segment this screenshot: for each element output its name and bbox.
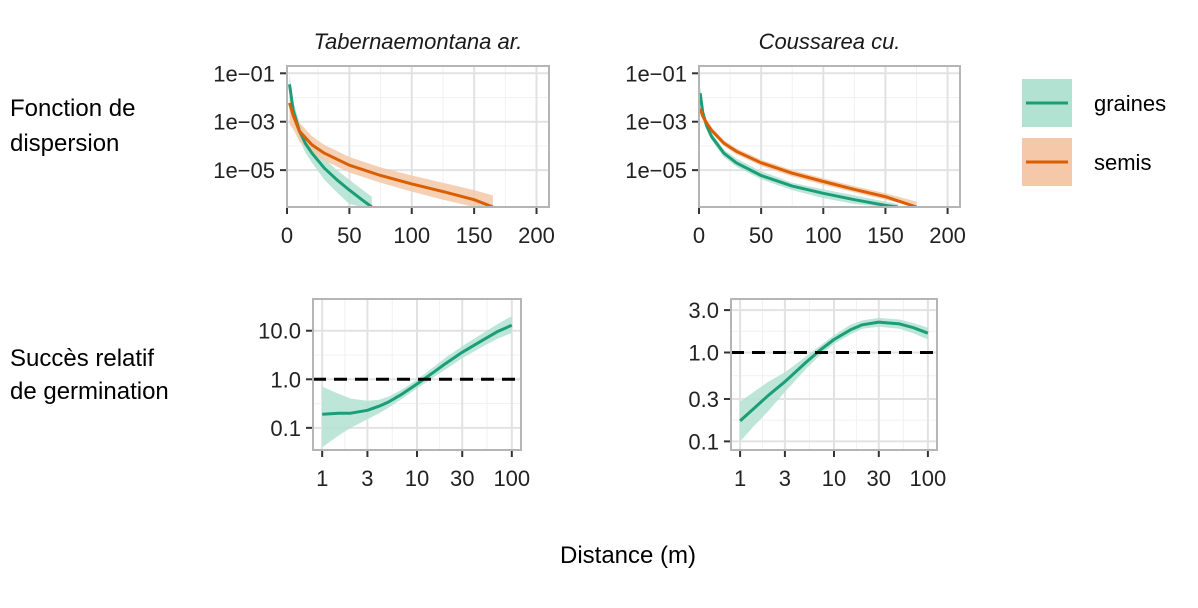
data-layer [699, 85, 917, 207]
x-tick-label: 30 [867, 466, 891, 491]
x-tick-label: 0 [281, 223, 293, 248]
x-tick-label: 150 [867, 223, 904, 248]
y-tick-label: 1.0 [688, 341, 719, 366]
y-tick-label: 1e−05 [625, 158, 687, 183]
y-tick-label: 0.1 [688, 429, 719, 454]
panel-border [312, 298, 522, 451]
panels: 0 50 100 150 2001e−011e−031e−05Tabernaemonta… [213, 29, 966, 491]
series-line-graines [322, 323, 513, 416]
panel-disp-tab: 0 50 100 150 200 1e−01 1e−03 1e−05 Tabernaemonta… [213, 29, 555, 248]
legend: graines semis [1022, 79, 1166, 186]
x-tick-label: 150 [456, 223, 493, 248]
y-tick-label: 1e−03 [213, 110, 275, 135]
x-axis-title: Distance (m) [560, 542, 696, 569]
x-tick-label: 100 [393, 223, 430, 248]
row-label-germination-line2: de germination [10, 378, 169, 405]
x-tick-label: 200 [929, 223, 966, 248]
y-tick-label: 0.1 [270, 416, 301, 441]
x-tick-label: 3 [361, 466, 373, 491]
panel-germ-cou: 1 3 10 30 100 3.0 1.0 0.3 0.1 [688, 298, 946, 491]
series-line-graines [739, 320, 929, 423]
confidence-band-graines [322, 316, 512, 448]
panel-border [698, 65, 961, 208]
x-tick-label: 200 [518, 223, 555, 248]
row-label-dispersion-line1: Fonction de [10, 95, 135, 122]
x-tick-label: 3 [779, 466, 791, 491]
legend-label-graines: graines [1094, 91, 1166, 116]
panel-disp-cou: 0 50 100 150 200 1e−01 1e−03 1e−05 Coussarea cu. [625, 29, 966, 248]
series-line-semis [699, 108, 917, 207]
row-label-dispersion-line2: dispersion [10, 130, 119, 157]
x-tick-label: 100 [910, 466, 947, 491]
x-tick-label: 30 [450, 466, 474, 491]
y-tick-label: 10.0 [258, 319, 301, 344]
panel-border [730, 298, 938, 451]
x-tick-label: 50 [337, 223, 361, 248]
x-tick-label: 1 [316, 466, 328, 491]
x-tick-label: 100 [805, 223, 842, 248]
y-tick-label: 1e−05 [213, 158, 275, 183]
row-labels: Fonction de dispersion Succès relatif de… [10, 95, 169, 405]
x-tick-label: 10 [822, 466, 846, 491]
y-tick-label: 1e−01 [213, 61, 275, 86]
x-tick-label: 100 [493, 466, 530, 491]
y-tick-label: 1.0 [270, 367, 301, 392]
confidence-band-semis [289, 95, 493, 207]
panel-title: Coussarea cu. [759, 29, 901, 54]
series-line-semis [288, 102, 494, 207]
x-tick-label: 0 [693, 223, 705, 248]
x-tick-label: 10 [405, 466, 429, 491]
y-tick-label: 0.3 [688, 387, 719, 412]
data-layer [739, 317, 929, 442]
row-label-germination-line1: Succès relatif [10, 345, 154, 372]
legend-label-semis: semis [1094, 150, 1151, 175]
x-tick-label: 1 [734, 466, 746, 491]
y-tick-label: 1e−03 [625, 110, 687, 135]
y-tick-label: 1e−01 [625, 61, 687, 86]
y-tick-label: 3.0 [688, 298, 719, 323]
confidence-band-graines [740, 317, 928, 442]
x-tick-label: 50 [749, 223, 773, 248]
panel-border [286, 65, 550, 208]
data-layer [288, 74, 494, 207]
panel-germ-tab: 1 3 10 30 100 10.0 1.0 0.1 [258, 298, 530, 491]
data-layer [322, 316, 513, 448]
panel-title: Tabernaemontana ar. [314, 29, 523, 54]
